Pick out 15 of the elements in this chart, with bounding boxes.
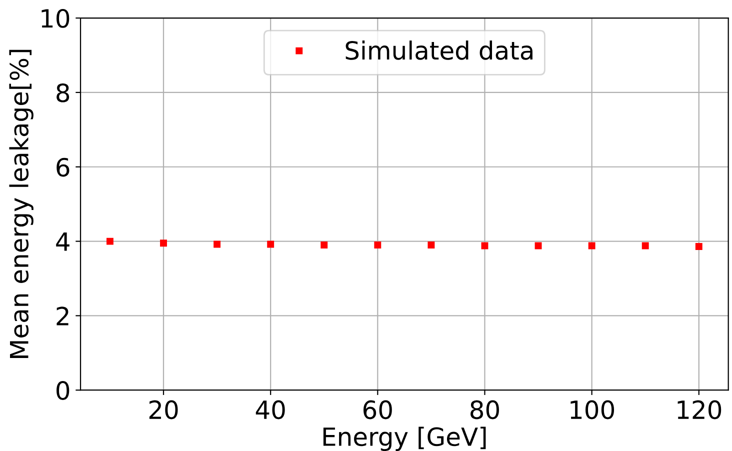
y-tick-label: 10 <box>42 8 70 28</box>
y-tick-label: 6 <box>56 158 70 177</box>
y-axis-title: Mean energy leakage[%] <box>9 50 34 358</box>
y-tick-label: 8 <box>56 83 70 102</box>
x-tick-label: 80 <box>470 400 499 420</box>
y-tick-label: 0 <box>56 381 70 400</box>
legend-label: Simulated data <box>346 40 532 60</box>
y-tick-label: 4 <box>56 232 70 251</box>
x-tick-label: 100 <box>570 400 614 420</box>
x-axis-title: Energy [GeV] <box>323 426 486 451</box>
x-tick-label: 60 <box>364 400 392 420</box>
x-tick-label: 40 <box>256 400 285 420</box>
x-tick-label: 20 <box>149 400 178 420</box>
x-tick-label: 120 <box>678 400 722 420</box>
y-tick-label: 2 <box>56 306 68 326</box>
